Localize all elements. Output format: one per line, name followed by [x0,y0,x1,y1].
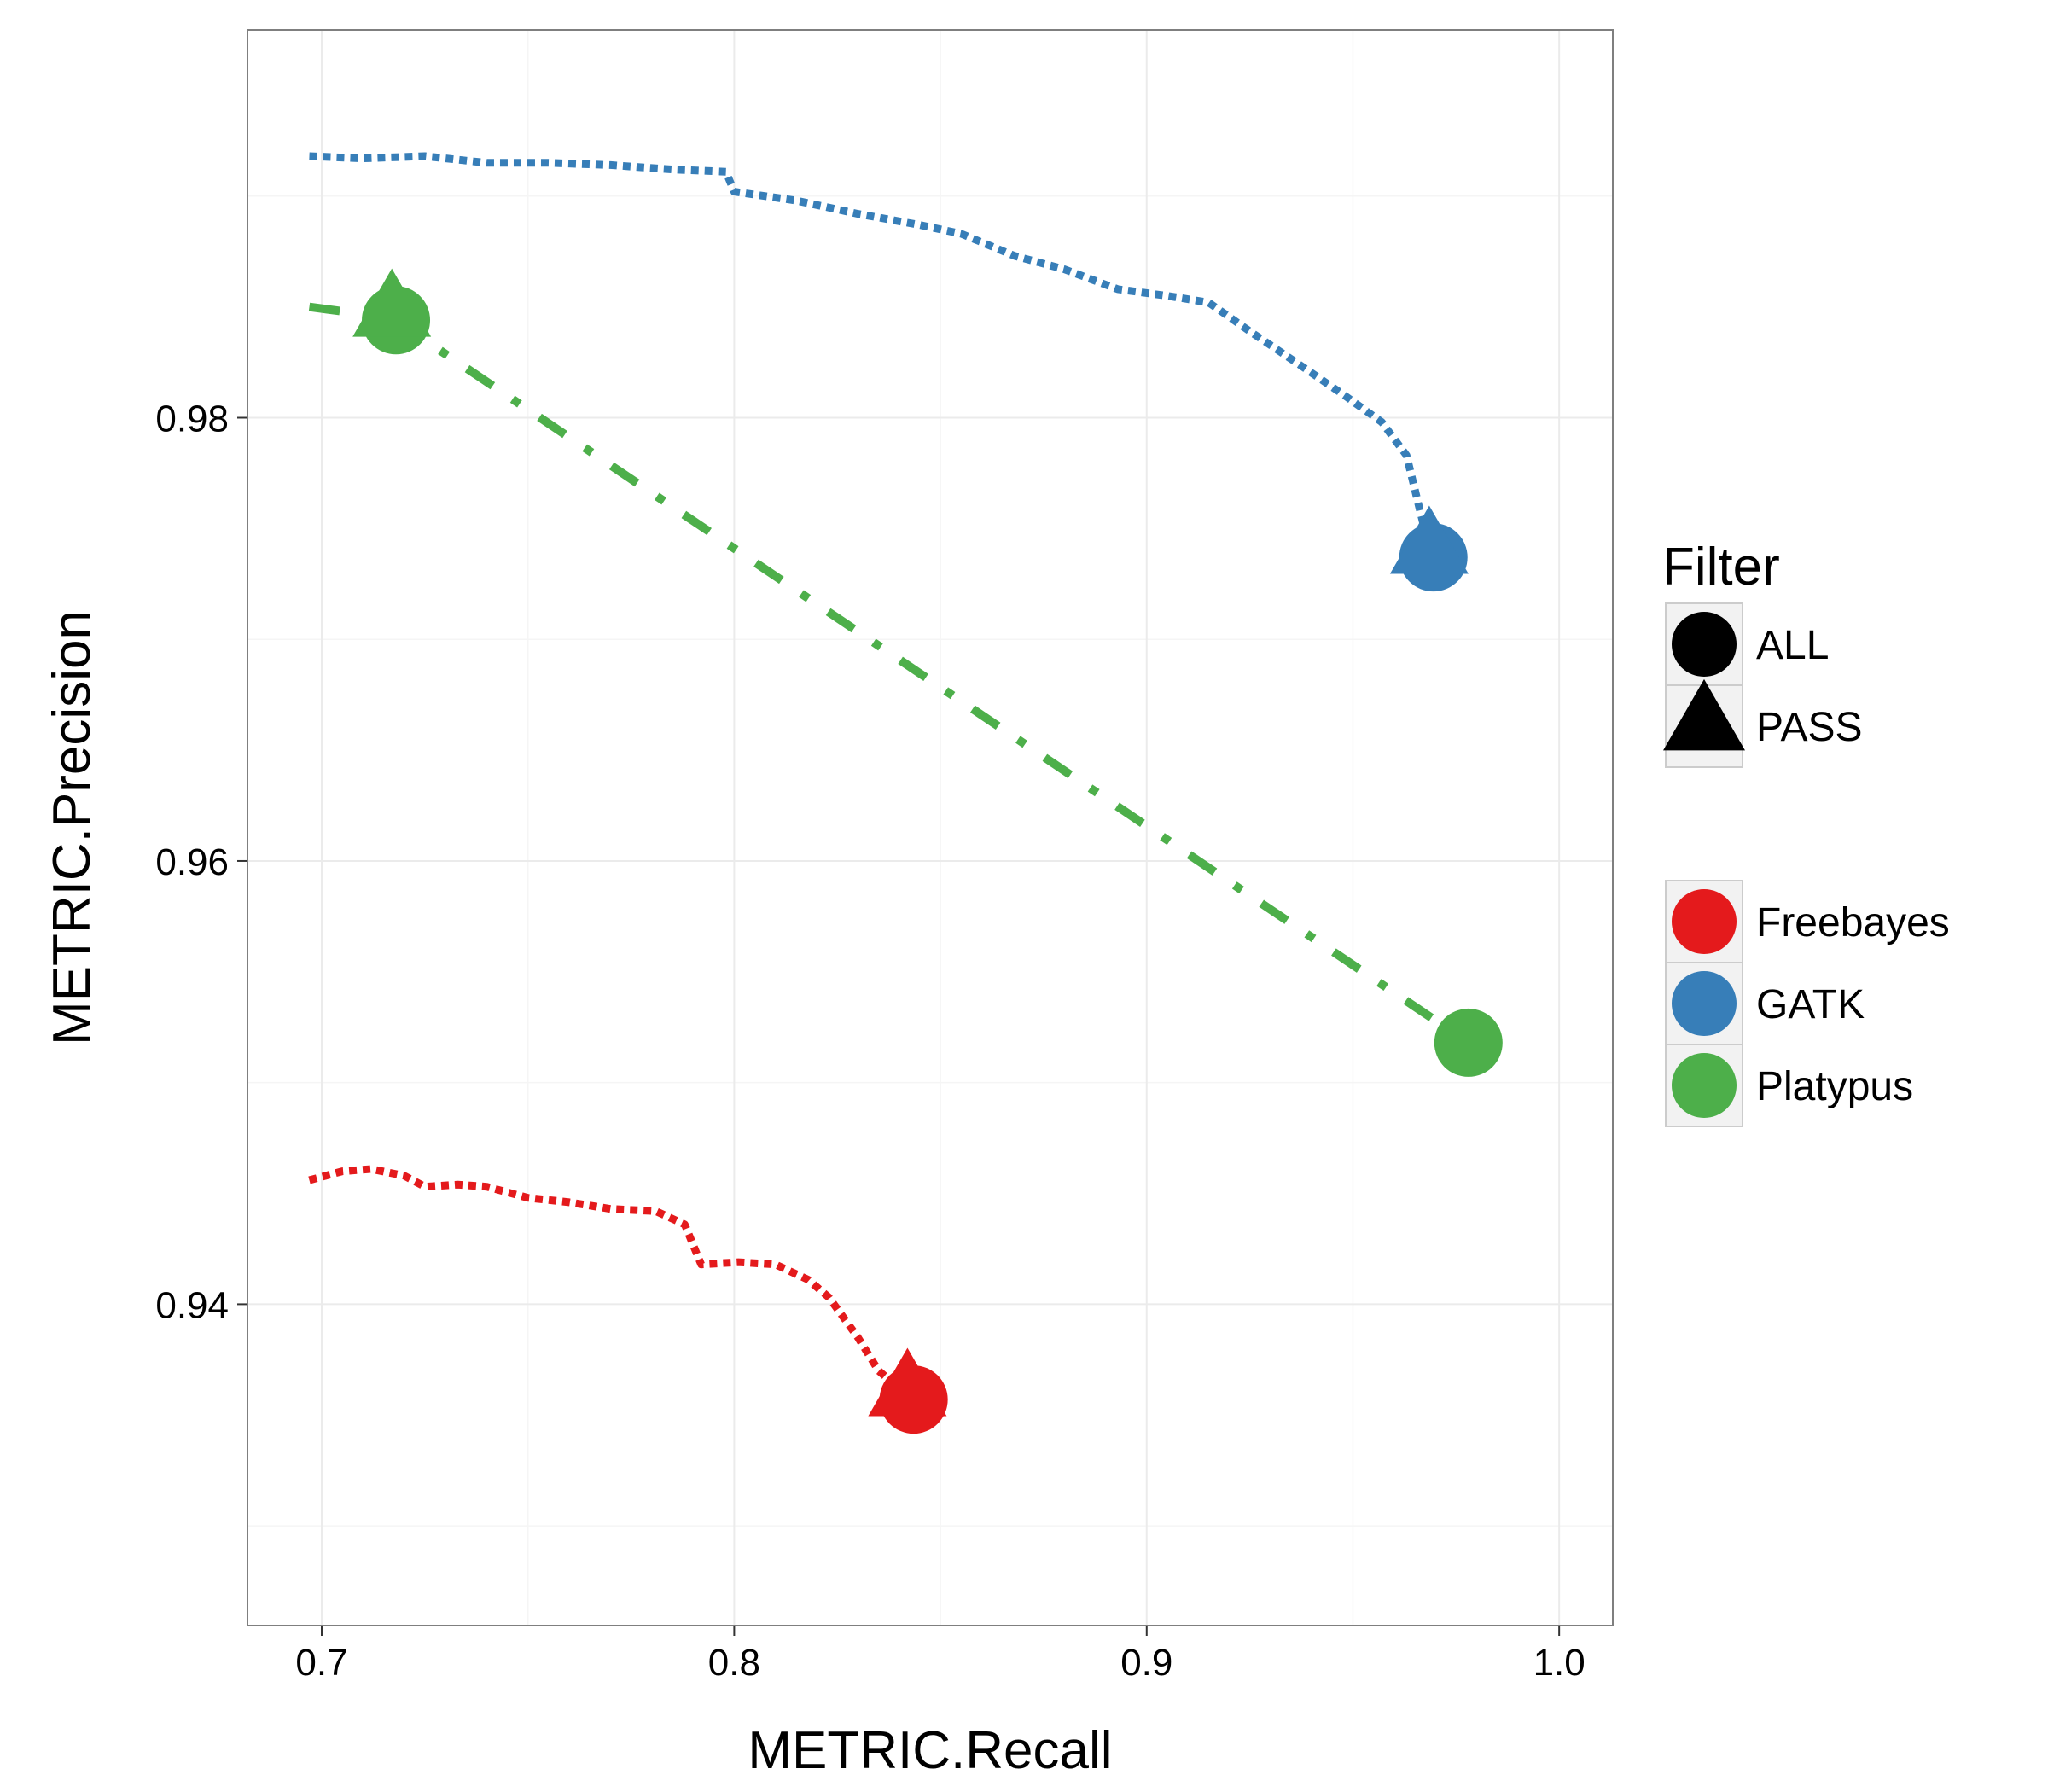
legend-label-platypus: Platypus [1756,1064,1913,1109]
series-line-freebayes [308,1165,902,1392]
legend-label-freebayes: Freebayes [1756,900,1950,945]
marker-platypus-pass [352,268,432,337]
x-axis: 0.7 0.8 0.9 1.0 [295,1626,1585,1684]
series-lines [308,152,1471,1392]
legend-shape-keys: ALL PASS [1663,602,1863,768]
legend-circle-icon [1672,612,1737,677]
plot-border [247,29,1614,1626]
legend-title-filter: Filter [1662,538,1780,596]
y-axis-title: METRIC.Precision [43,610,102,1045]
marker-platypus-all [1434,1008,1503,1077]
marker-freebayes-pass [868,1347,947,1417]
grid-lines [247,30,1613,1626]
x-tick-label: 0.9 [1120,1642,1172,1684]
x-tick-label: 1.0 [1533,1642,1585,1684]
series-line-platypus [308,302,1471,1047]
data-markers [352,268,1503,1434]
legend-color-keys: Freebayes GATK Platypus [1665,880,1950,1127]
y-tick-label: 0.96 [155,841,229,883]
y-tick-label: 0.98 [155,399,229,440]
legend-color-swatch-gatk [1672,971,1737,1036]
legend-triangle-icon [1663,678,1745,751]
y-tick-label: 0.94 [155,1284,229,1326]
legend-label-all: ALL [1756,623,1829,668]
series-line-gatk [309,152,1431,541]
legend: Filter ALL PASS Freebayes GATK Platypus [1662,538,1950,1127]
marker-gatk-pass [1389,505,1469,574]
y-axis: 0.94 0.96 0.98 [155,399,247,1326]
legend-label-pass: PASS [1756,705,1863,750]
x-tick-label: 0.8 [708,1642,760,1684]
legend-color-swatch-freebayes [1672,889,1737,954]
legend-label-gatk: GATK [1756,982,1865,1027]
x-tick-label: 0.7 [295,1642,347,1684]
legend-color-swatch-platypus [1672,1053,1737,1118]
x-axis-title: METRIC.Recall [748,1721,1112,1780]
